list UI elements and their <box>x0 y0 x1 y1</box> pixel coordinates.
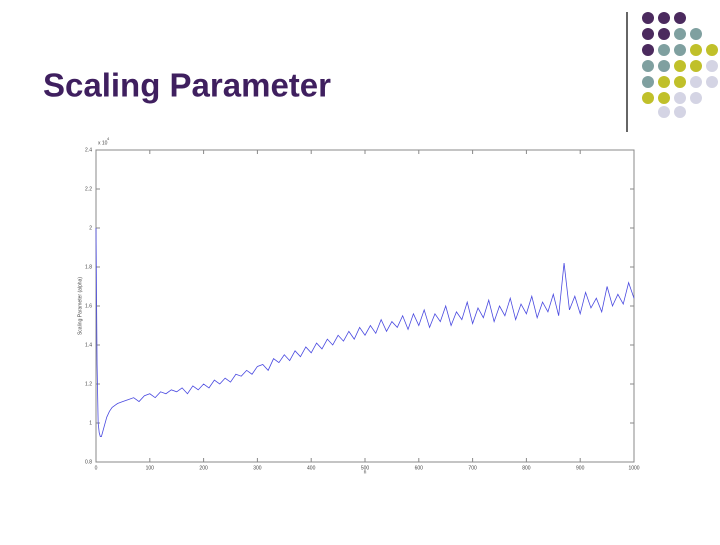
y-tick-label: 2.4 <box>85 147 92 153</box>
plot-frame <box>95 149 635 463</box>
x-tick-label: 400 <box>307 465 316 471</box>
y-tick-label: 2.2 <box>85 186 92 192</box>
x-tick-label: 200 <box>199 465 208 471</box>
x-tick-label: 0 <box>95 465 98 471</box>
y-tick-label: 1.2 <box>85 381 92 387</box>
y-tick-label: 1.8 <box>85 264 92 270</box>
x-tick-label: 300 <box>253 465 262 471</box>
y-multiplier: x 10 <box>98 140 108 146</box>
x-tick-label: 900 <box>576 465 585 471</box>
x-tick-label: 800 <box>522 465 531 471</box>
x-tick-label: 1000 <box>628 465 639 471</box>
data-line <box>95 227 635 438</box>
x-axis-label: n <box>364 469 367 475</box>
x-tick-label: 600 <box>415 465 424 471</box>
x-tick-label: 100 <box>146 465 155 471</box>
slide-title: Scaling Parameter <box>43 67 331 104</box>
y-tick-label: 2 <box>89 225 92 231</box>
x-tick-label: 700 <box>468 465 477 471</box>
decoration <box>642 12 718 118</box>
y-exponent: 4 <box>107 136 110 141</box>
y-axis-label: Scaling Parameter (alpha) <box>77 277 83 335</box>
y-tick-label: 1.6 <box>85 303 92 309</box>
y-tick-label: 1 <box>89 420 92 426</box>
y-tick-label: 1.4 <box>85 342 92 348</box>
y-tick-label: 0.8 <box>85 459 92 465</box>
x-tick-label: 500 <box>361 465 370 471</box>
